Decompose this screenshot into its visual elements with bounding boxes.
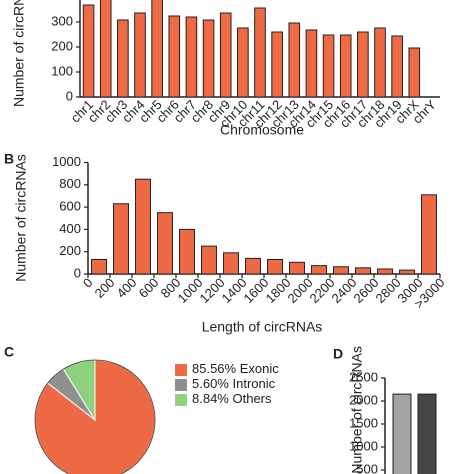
x-tick-label: 200 xyxy=(92,275,118,301)
bar xyxy=(223,252,239,275)
bar xyxy=(135,178,151,275)
panel-label: D xyxy=(333,346,343,362)
y-tick-label: 600 xyxy=(59,199,81,214)
bar xyxy=(267,259,283,275)
bar xyxy=(305,29,318,98)
y-tick-label: 1000 xyxy=(52,154,81,169)
legend-label: 5.60% Intronic xyxy=(192,376,276,391)
bar xyxy=(322,34,335,98)
bar xyxy=(254,7,266,98)
legend-swatch xyxy=(175,394,187,406)
bar xyxy=(392,393,412,474)
bar xyxy=(421,194,437,275)
legend-label: 85.56% Exonic xyxy=(192,361,279,376)
y-tick-label: 400 xyxy=(59,221,81,236)
x-tick-label: 400 xyxy=(114,275,140,301)
y-tick-label: 200 xyxy=(59,243,81,258)
y-tick-label: 0 xyxy=(74,265,81,280)
bar xyxy=(201,245,217,275)
bar xyxy=(134,12,146,98)
bar xyxy=(99,0,112,98)
bar xyxy=(219,12,232,98)
bar xyxy=(417,393,437,474)
bar xyxy=(288,22,301,98)
pie-outline xyxy=(34,359,156,474)
bar xyxy=(185,16,198,98)
bar xyxy=(237,27,249,98)
bar xyxy=(157,212,173,275)
bar xyxy=(374,27,386,98)
bar xyxy=(91,259,107,275)
y-tick-label: 300 xyxy=(51,13,73,28)
bar xyxy=(377,268,393,275)
y-tick-label: 800 xyxy=(59,176,81,191)
y-tick-label: 200 xyxy=(51,38,73,53)
bar xyxy=(82,4,95,98)
legend-label: 8.84% Others xyxy=(192,391,272,406)
bar xyxy=(355,267,371,275)
legend-name: Exonic xyxy=(240,361,280,376)
y-axis-title: Number of circRNAs xyxy=(11,0,27,107)
x-axis-title: Length of circRNAs xyxy=(202,319,323,335)
legend-value: 8.84% xyxy=(192,391,229,406)
bar xyxy=(113,203,129,275)
x-tick-label: 600 xyxy=(136,275,162,301)
panel-label: C xyxy=(4,344,14,360)
y-tick-label: 1500 xyxy=(349,415,378,430)
bar xyxy=(399,269,415,275)
panel-label: B xyxy=(4,151,14,167)
bar xyxy=(391,35,403,98)
legend-swatch xyxy=(175,364,187,376)
bar xyxy=(245,257,261,275)
x-axis-title: Chromosome xyxy=(220,122,304,138)
bar xyxy=(179,228,195,275)
bar xyxy=(339,34,352,98)
y-tick-label: 500 xyxy=(356,461,378,474)
bar xyxy=(151,0,163,98)
bar xyxy=(289,261,305,275)
bar xyxy=(271,31,283,98)
y-axis-title: Number of circRNAs xyxy=(349,346,365,474)
bar xyxy=(168,15,181,98)
bar xyxy=(117,19,129,98)
legend-swatch xyxy=(175,379,187,391)
legend-value: 5.60% xyxy=(192,376,229,391)
y-tick-label: 2000 xyxy=(349,392,378,407)
bar xyxy=(311,265,327,275)
legend-value: 85.56% xyxy=(192,361,237,376)
y-axis-title: Number of circRNAs xyxy=(13,154,29,282)
bar xyxy=(357,31,369,98)
legend-name: Intronic xyxy=(233,376,276,391)
bar xyxy=(202,19,215,98)
bar xyxy=(333,266,349,275)
y-tick-label: 0 xyxy=(66,88,73,103)
legend-name: Others xyxy=(233,391,273,406)
y-tick-label: 2500 xyxy=(349,369,378,384)
y-tick-label: 1000 xyxy=(349,438,378,453)
y-tick-label: 100 xyxy=(51,63,73,78)
bar xyxy=(408,47,421,98)
